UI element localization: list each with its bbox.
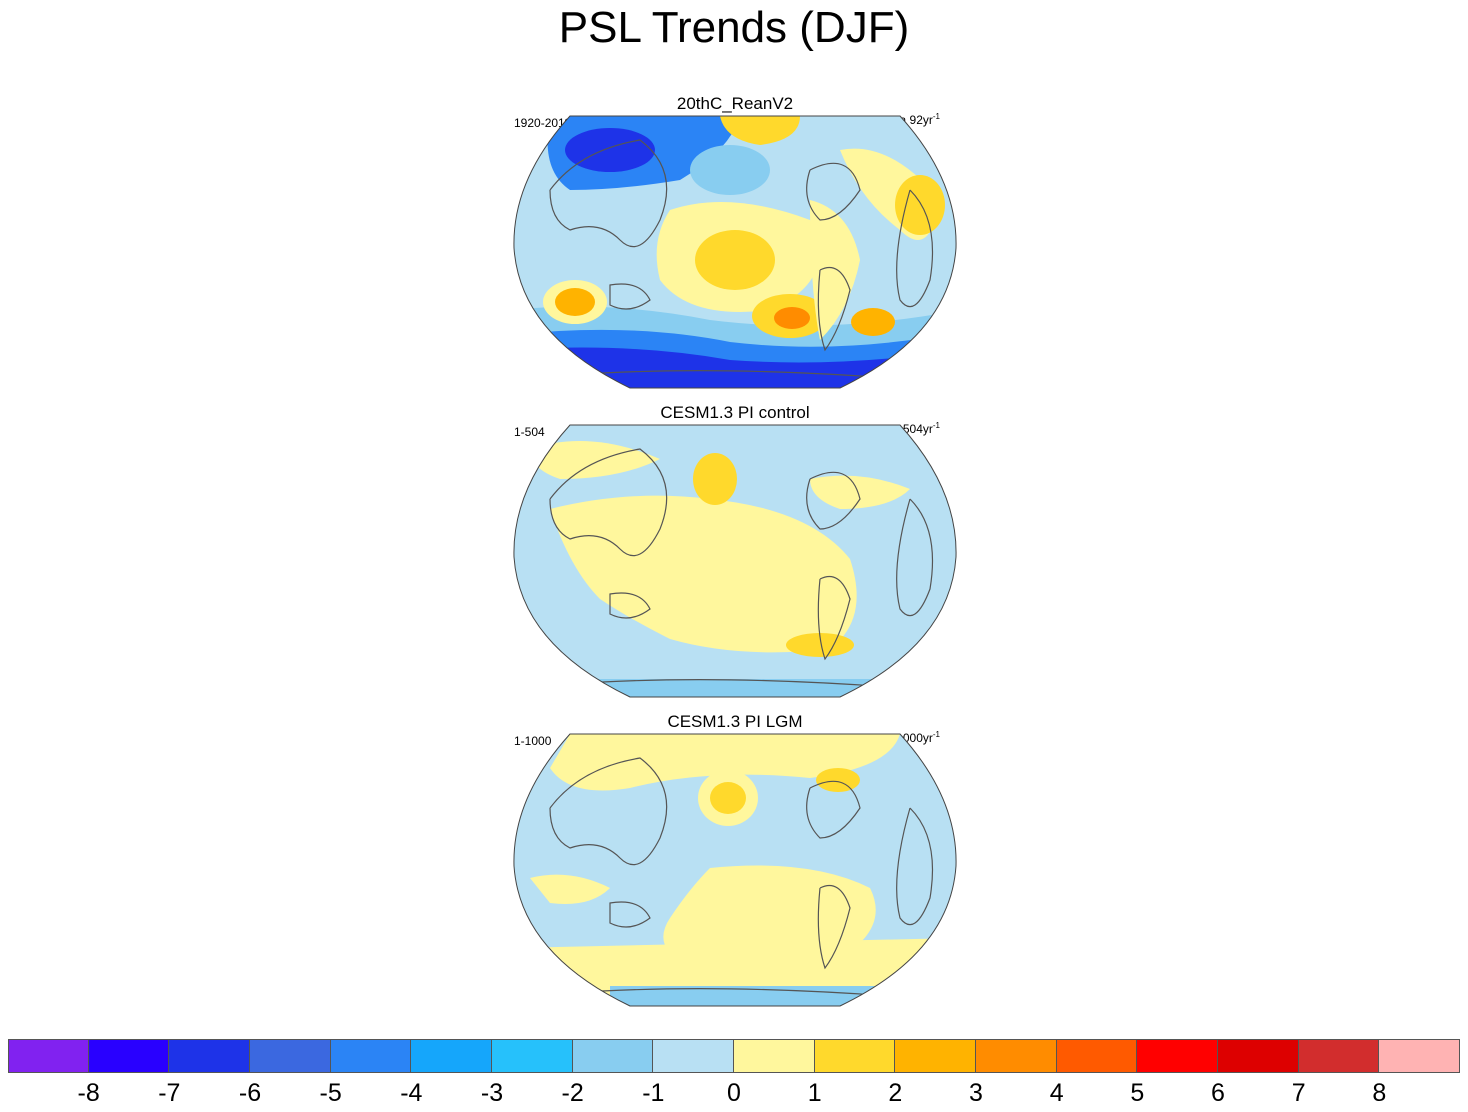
colorbar-box <box>734 1039 815 1073</box>
panel-period: 1920-2011 <box>514 116 571 130</box>
colorbar-box <box>1056 1039 1138 1073</box>
colorbar-box <box>653 1039 734 1073</box>
colorbar-box <box>88 1039 170 1073</box>
colorbar-box <box>1218 1039 1299 1073</box>
colorbar-tick-label: -8 <box>77 1079 100 1107</box>
colorbar-tick-label: -2 <box>561 1079 584 1107</box>
colorbar-box <box>572 1039 654 1073</box>
colorbar-box <box>814 1039 896 1073</box>
colorbar-tick-label: 4 <box>1049 1079 1064 1107</box>
robinson-map <box>513 733 957 1007</box>
robinson-map <box>513 115 957 389</box>
colorbar-box <box>169 1039 250 1073</box>
panel-title: 20thC_ReanV2 <box>676 94 794 113</box>
colorbar-tick-label: 3 <box>969 1079 983 1107</box>
panel-title: CESM1.3 PI control <box>660 403 810 422</box>
colorbar-tick-label: -4 <box>400 1079 423 1107</box>
colorbar-tick-label: 5 <box>1130 1079 1145 1107</box>
colorbar-tick-label: -5 <box>319 1079 342 1107</box>
map-panel-1: 20thC_ReanV2 1920-2011 hPa 92yr-1 <box>510 94 960 389</box>
panel-period: 1-504 <box>514 425 545 439</box>
map-panel-2: CESM1.3 PI control 1-504 hPa 504yr-1 <box>510 403 960 698</box>
colorbar-box <box>976 1039 1057 1073</box>
colorbar-tick-label: 1 <box>807 1079 822 1107</box>
colorbar-tick-label: 7 <box>1291 1079 1306 1107</box>
colorbar-tick-label: 8 <box>1372 1079 1387 1107</box>
figure-title: PSL Trends (DJF) <box>558 3 910 52</box>
colorbar-tick-label: -6 <box>238 1079 262 1107</box>
colorbar-box <box>492 1039 573 1073</box>
colorbar-tick-label: -1 <box>642 1079 665 1107</box>
colorbar-tick-label: 0 <box>727 1079 741 1107</box>
colorbar-box <box>411 1039 492 1073</box>
colorbar-box <box>8 1039 89 1073</box>
colorbar-tick-label: 6 <box>1211 1079 1225 1107</box>
colorbar-box <box>1379 1039 1460 1073</box>
colorbar-box <box>1137 1039 1218 1073</box>
robinson-map <box>513 424 957 698</box>
colorbar <box>8 1039 1460 1073</box>
colorbar-tick-label: -7 <box>158 1079 181 1107</box>
colorbar-box <box>330 1039 412 1073</box>
colorbar-box <box>895 1039 976 1073</box>
colorbar-box <box>1298 1039 1380 1073</box>
colorbar-box <box>250 1039 331 1073</box>
colorbar-tick-label: 2 <box>888 1079 903 1107</box>
colorbar-tick-label: -3 <box>480 1079 504 1107</box>
panel-title: CESM1.3 PI LGM <box>667 712 803 731</box>
map-panel-3: CESM1.3 PI LGM 1-1000 hPa 1000yr-1 <box>510 712 960 1007</box>
panel-period: 1-1000 <box>514 734 552 748</box>
